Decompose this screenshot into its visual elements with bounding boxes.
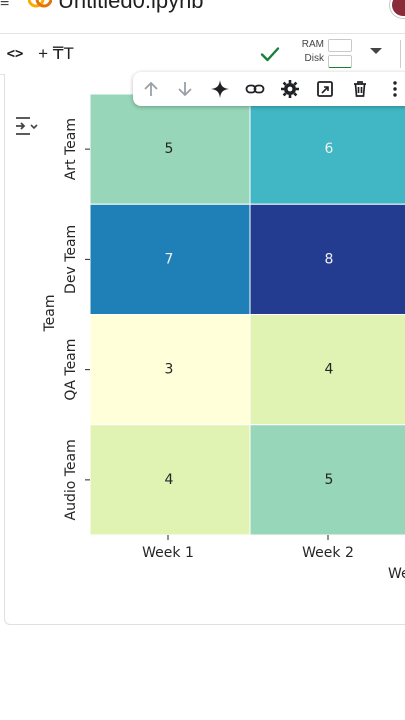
y-tick-label: QA Team [63,339,79,401]
cell-value-label: 7 [165,251,174,267]
disk-label: Disk [304,53,324,64]
menu-icon[interactable]: ≡ [0,0,10,11]
more-vert-icon[interactable] [383,77,405,101]
y-tick-label: Art Team [63,118,79,180]
cell-value-label: 3 [165,362,174,378]
divider [400,40,401,68]
y-tick-label: Audio Team [63,439,79,520]
title-bar: ≡ Untitled0.ipynb [0,0,405,30]
ram-label: RAM [301,39,324,50]
sparkle-icon[interactable] [208,77,232,101]
cell-toolbar [133,72,405,106]
y-tick-label: Dev Team [63,225,79,294]
avatar[interactable] [390,0,405,18]
heatmap-cell [249,314,405,426]
heatmap-cell [89,93,251,205]
output-settings-icon[interactable] [13,114,39,138]
x-axis-label: We [388,566,405,582]
heatmap-cell [89,314,251,426]
trash-icon[interactable] [348,77,372,101]
check-icon[interactable] [258,42,282,66]
ram-graph [328,39,352,52]
cell-value-label: 4 [165,472,174,488]
gear-icon[interactable] [278,77,302,101]
heatmap-cell [249,424,405,536]
cell-value-label: 5 [165,141,174,157]
cell-value-label: 5 [325,472,334,488]
cell-value-label: 6 [325,141,334,157]
arrow-down-icon[interactable] [173,77,197,101]
heatmap-cell [249,203,405,315]
colab-logo-icon [28,0,52,8]
add-text-button[interactable]: + ₸T [38,44,74,63]
arrow-up-icon[interactable] [139,77,163,101]
code-icon[interactable]: <> [6,46,24,62]
resource-graphs[interactable] [328,39,352,71]
notebook-toolbar: <> + ₸T RAM Disk [0,33,405,75]
resource-labels[interactable]: RAM Disk [294,38,324,66]
heatmap-cell [89,203,251,315]
notebook-title[interactable]: Untitled0.ipynb [58,0,204,13]
link-icon[interactable] [243,77,267,101]
x-tick-label: Week 1 [142,545,194,561]
cell-value-label: 4 [325,362,334,378]
mirror-cell-icon[interactable] [313,77,337,101]
chevron-down-icon[interactable] [370,48,382,54]
heatmap-cell [89,424,251,536]
y-axis-label: Team [42,294,58,332]
x-tick-label: Week 2 [302,545,354,561]
cell-value-label: 8 [325,251,334,267]
disk-graph [328,55,352,68]
